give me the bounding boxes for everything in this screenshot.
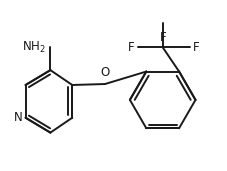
Text: F: F [159,31,165,44]
Text: NH$_2$: NH$_2$ [22,40,46,55]
Text: N: N [13,111,22,124]
Text: F: F [192,41,199,54]
Text: F: F [127,41,134,54]
Text: O: O [100,66,109,79]
